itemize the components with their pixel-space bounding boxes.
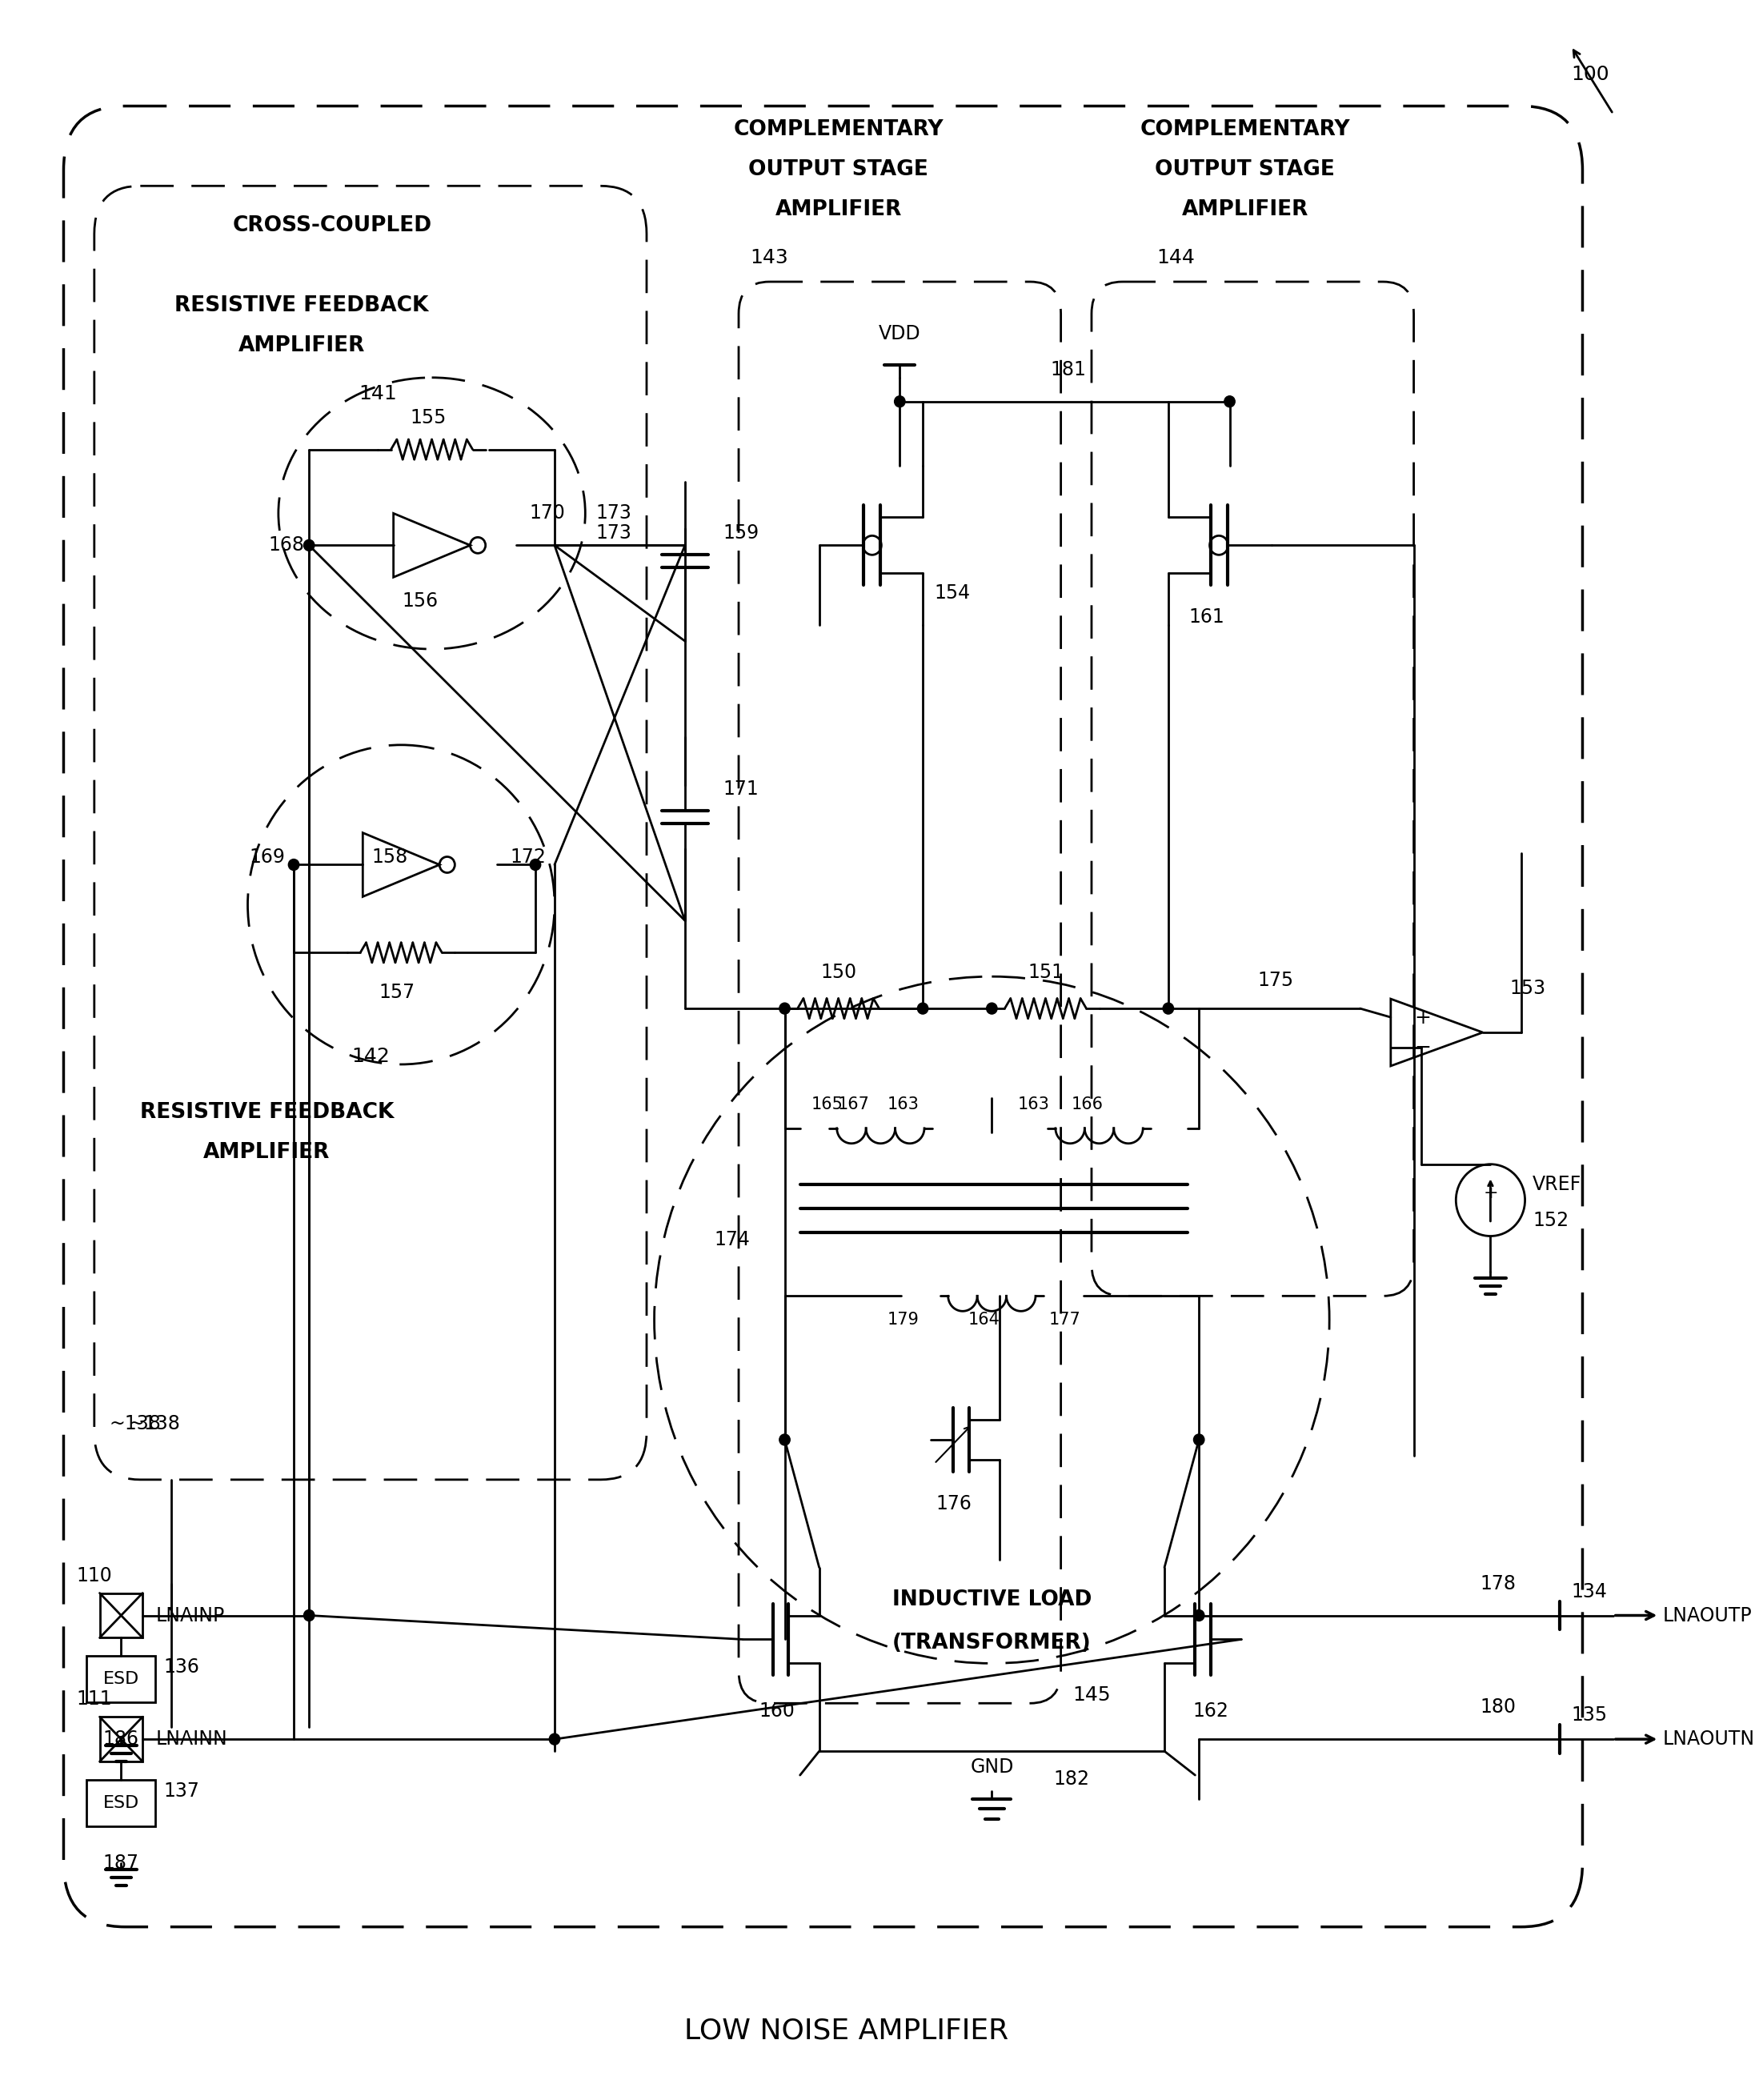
Text: OUTPUT STAGE: OUTPUT STAGE [1155, 160, 1335, 181]
Circle shape [289, 859, 300, 869]
Text: 160: 160 [760, 1701, 795, 1720]
Text: 164: 164 [968, 1312, 1000, 1327]
Text: CROSS-COUPLED: CROSS-COUPLED [233, 216, 432, 235]
Text: LNAOUTN: LNAOUTN [1663, 1730, 1756, 1749]
Text: 159: 159 [723, 523, 760, 544]
Circle shape [987, 1004, 998, 1014]
Text: 162: 162 [1192, 1701, 1229, 1720]
Text: 182: 182 [1053, 1770, 1090, 1789]
Text: AMPLIFIER: AMPLIFIER [776, 200, 901, 220]
Text: 155: 155 [409, 407, 446, 426]
Circle shape [894, 397, 904, 407]
Text: 179: 179 [887, 1312, 920, 1327]
Text: LNAINP: LNAINP [155, 1606, 224, 1625]
Text: 163: 163 [887, 1096, 920, 1113]
Text: −: − [1414, 1037, 1432, 1056]
Text: OUTPUT STAGE: OUTPUT STAGE [749, 160, 929, 181]
Text: 161: 161 [1188, 607, 1225, 626]
Bar [100, 1594, 143, 1638]
Text: 163: 163 [1017, 1096, 1051, 1113]
Text: VDD: VDD [878, 323, 920, 342]
Circle shape [1164, 1004, 1174, 1014]
Text: ESD: ESD [102, 1672, 139, 1686]
Text: 169: 169 [249, 846, 286, 867]
Text: GND: GND [970, 1758, 1014, 1777]
Circle shape [303, 1611, 314, 1621]
Text: 170: 170 [529, 504, 564, 523]
Text: 153: 153 [1509, 979, 1546, 998]
Text: 178: 178 [1481, 1573, 1516, 1594]
Text: LNAINN: LNAINN [155, 1730, 227, 1749]
Circle shape [779, 1004, 790, 1014]
Text: 154: 154 [934, 584, 970, 603]
Text: 181: 181 [1051, 359, 1086, 380]
Circle shape [303, 540, 314, 550]
Text: 176: 176 [936, 1493, 971, 1514]
Text: 141: 141 [360, 384, 397, 403]
Text: 166: 166 [1072, 1096, 1104, 1113]
Text: 186: 186 [102, 1730, 139, 1749]
Text: 144: 144 [1157, 248, 1195, 267]
Text: 180: 180 [1481, 1697, 1516, 1718]
Text: 177: 177 [1049, 1312, 1081, 1327]
Text: AMPLIFIER: AMPLIFIER [238, 336, 365, 357]
Text: ESD: ESD [102, 1796, 139, 1810]
Text: 171: 171 [723, 779, 760, 798]
Text: 158: 158 [372, 846, 407, 867]
Bar [86, 1657, 155, 1703]
Text: 165: 165 [811, 1096, 843, 1113]
Text: 136: 136 [164, 1657, 199, 1678]
Text: AMPLIFIER: AMPLIFIER [1181, 200, 1308, 220]
Circle shape [1224, 397, 1236, 407]
Text: 152: 152 [1532, 1210, 1569, 1231]
Text: 173: 173 [596, 504, 631, 523]
Text: (TRANSFORMER): (TRANSFORMER) [892, 1634, 1091, 1655]
Text: +: + [1414, 1008, 1432, 1027]
Bar [100, 1718, 143, 1762]
Text: 137: 137 [164, 1781, 199, 1800]
Circle shape [550, 1735, 561, 1745]
Text: RESISTIVE FEEDBACK: RESISTIVE FEEDBACK [175, 296, 428, 317]
Text: COMPLEMENTARY: COMPLEMENTARY [1141, 120, 1350, 141]
Text: 143: 143 [751, 248, 788, 267]
Text: 111: 111 [76, 1690, 113, 1709]
Circle shape [917, 1004, 927, 1014]
Text: 134: 134 [1571, 1581, 1606, 1600]
Text: ~138: ~138 [129, 1413, 182, 1434]
Text: 168: 168 [268, 536, 303, 554]
Text: 110: 110 [76, 1567, 113, 1586]
Text: 145: 145 [1072, 1686, 1111, 1705]
Text: 174: 174 [714, 1231, 751, 1250]
Text: RESISTIVE FEEDBACK: RESISTIVE FEEDBACK [139, 1102, 393, 1124]
Text: 157: 157 [379, 983, 416, 1002]
Circle shape [531, 859, 541, 869]
Text: VREF: VREF [1532, 1174, 1581, 1193]
Text: 156: 156 [402, 592, 439, 611]
Text: COMPLEMENTARY: COMPLEMENTARY [733, 120, 943, 141]
Text: 173: 173 [596, 523, 631, 544]
Circle shape [1194, 1611, 1204, 1621]
Text: 142: 142 [351, 1046, 390, 1067]
Text: LOW NOISE AMPLIFIER: LOW NOISE AMPLIFIER [684, 2018, 1008, 2043]
Circle shape [1194, 1434, 1204, 1445]
Text: +: + [1483, 1184, 1499, 1201]
Text: 172: 172 [510, 846, 547, 867]
Circle shape [779, 1434, 790, 1445]
Text: 100: 100 [1571, 65, 1610, 84]
Text: AMPLIFIER: AMPLIFIER [203, 1142, 330, 1163]
Bar [86, 1781, 155, 1827]
Text: 150: 150 [820, 964, 857, 983]
Text: 175: 175 [1257, 970, 1294, 989]
Text: ~138: ~138 [109, 1413, 162, 1434]
Text: 187: 187 [102, 1854, 139, 1873]
Text: 167: 167 [837, 1096, 869, 1113]
Text: 151: 151 [1028, 964, 1063, 983]
Text: 135: 135 [1571, 1705, 1608, 1724]
Text: LNAOUTP: LNAOUTP [1663, 1606, 1752, 1625]
Text: INDUCTIVE LOAD: INDUCTIVE LOAD [892, 1590, 1091, 1611]
